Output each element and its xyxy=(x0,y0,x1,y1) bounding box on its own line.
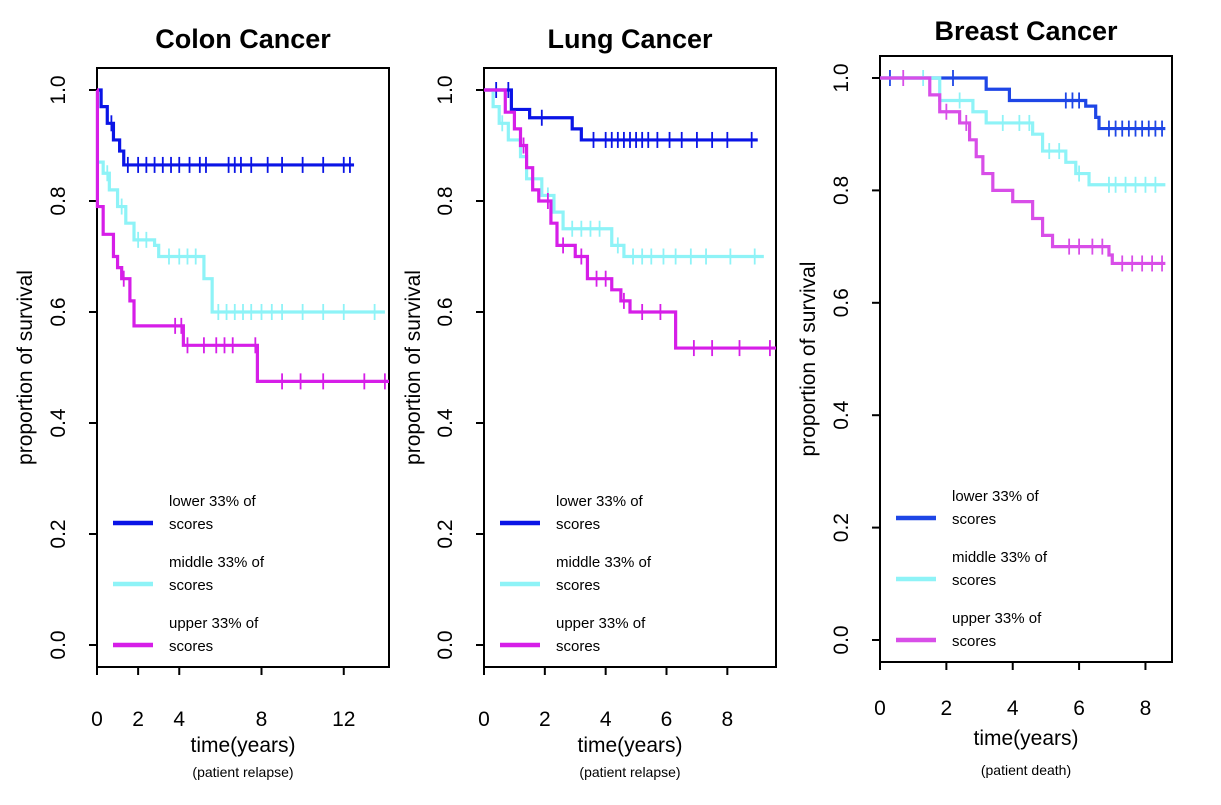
series-line-2 xyxy=(484,88,764,259)
x-tick-label: 8 xyxy=(721,708,733,731)
x-axis-subtitle: (patient death) xyxy=(981,762,1071,778)
x-tick-label: 8 xyxy=(256,708,268,731)
x-tick-label: 0 xyxy=(478,708,490,731)
x-tick-label: 6 xyxy=(661,708,673,731)
x-tick-label: 6 xyxy=(1073,697,1085,720)
y-axis-label: proportion of survival xyxy=(402,270,425,465)
series-line-1 xyxy=(880,76,1166,131)
legend-label-2: middle 33% of xyxy=(169,554,265,571)
series-line-3 xyxy=(880,76,1166,266)
chart-title: Lung Cancer xyxy=(547,24,713,54)
chart-panel-1: Colon Cancer 0.0 0.2 0.4 0.6 0.8 1.0 proportion… xyxy=(14,24,390,780)
y-tick-label: 0.6 xyxy=(434,297,457,326)
legend-label-1: lower 33% of xyxy=(952,488,1040,505)
legend-label-3-line2: scores xyxy=(169,638,213,655)
series-line-1 xyxy=(484,88,758,142)
y-tick-label: 0.0 xyxy=(830,625,853,654)
y-tick-label: 1.0 xyxy=(434,75,457,104)
x-tick-label: 4 xyxy=(173,708,185,731)
y-tick-label: 0.8 xyxy=(830,176,853,205)
chart-panel-2: Lung Cancer 0.0 0.2 0.4 0.6 0.8 1.0 proportion … xyxy=(402,24,777,780)
legend-label-1: lower 33% of xyxy=(556,493,644,510)
series-line-2 xyxy=(880,76,1166,187)
series-line-1 xyxy=(97,88,355,167)
plot-frame xyxy=(879,55,1173,663)
plot-frame xyxy=(483,67,777,668)
y-tick-label: 0.0 xyxy=(47,630,70,659)
x-axis-label: time(years) xyxy=(190,734,295,757)
y-tick-label: 0.2 xyxy=(434,519,457,548)
y-tick-label: 1.0 xyxy=(47,75,70,104)
series-line-2 xyxy=(97,160,385,314)
chart-title: Breast Cancer xyxy=(934,16,1118,46)
y-tick-label: 0.4 xyxy=(47,408,70,438)
x-axis-subtitle: (patient relapse) xyxy=(192,764,293,780)
x-axis-subtitle: (patient relapse) xyxy=(579,764,680,780)
x-tick-label: 2 xyxy=(941,697,953,720)
x-tick-label: 8 xyxy=(1140,697,1152,720)
x-tick-label: 2 xyxy=(132,708,144,731)
x-axis-label: time(years) xyxy=(577,734,682,757)
series-line-3 xyxy=(95,88,389,383)
y-tick-label: 0.4 xyxy=(830,400,853,430)
y-tick-label: 0.2 xyxy=(830,513,853,542)
x-axis-label: time(years) xyxy=(973,727,1078,750)
y-tick-label: 1.0 xyxy=(830,63,853,92)
x-tick-label: 2 xyxy=(539,708,551,731)
plot-frame xyxy=(96,67,390,668)
y-tick-label: 0.8 xyxy=(47,186,70,215)
legend-label-3-line2: scores xyxy=(556,638,600,655)
legend-label-2-line2: scores xyxy=(169,577,213,594)
y-axis-label: proportion of survival xyxy=(797,262,820,457)
y-axis-label: proportion of survival xyxy=(14,270,37,465)
legend-label-1-line2: scores xyxy=(169,516,213,533)
y-tick-label: 0.8 xyxy=(434,186,457,215)
x-tick-label: 12 xyxy=(332,708,355,731)
x-tick-label: 0 xyxy=(91,708,103,731)
y-tick-label: 0.2 xyxy=(47,519,70,548)
y-tick-label: 0.6 xyxy=(47,297,70,326)
series-line-3 xyxy=(484,88,776,350)
legend-label-3: upper 33% of xyxy=(169,615,259,632)
y-tick-label: 0.6 xyxy=(830,288,853,317)
legend-label-2: middle 33% of xyxy=(952,549,1048,566)
x-tick-label: 4 xyxy=(1007,697,1019,720)
chart-title: Colon Cancer xyxy=(155,24,331,54)
legend-label-1-line2: scores xyxy=(952,511,996,528)
legend-label-1: lower 33% of xyxy=(169,493,257,510)
y-tick-label: 0.4 xyxy=(434,408,457,438)
legend-label-3: upper 33% of xyxy=(952,610,1042,627)
legend-label-3-line2: scores xyxy=(952,633,996,650)
legend-label-2-line2: scores xyxy=(556,577,600,594)
legend-label-1-line2: scores xyxy=(556,516,600,533)
x-tick-label: 4 xyxy=(600,708,612,731)
chart-panel-3: Breast Cancer 0.0 0.2 0.4 0.6 0.8 1.0 proportio… xyxy=(797,16,1173,778)
y-tick-label: 0.0 xyxy=(434,630,457,659)
legend-label-2-line2: scores xyxy=(952,572,996,589)
legend-label-3: upper 33% of xyxy=(556,615,646,632)
legend-label-2: middle 33% of xyxy=(556,554,652,571)
x-tick-label: 0 xyxy=(874,697,886,720)
